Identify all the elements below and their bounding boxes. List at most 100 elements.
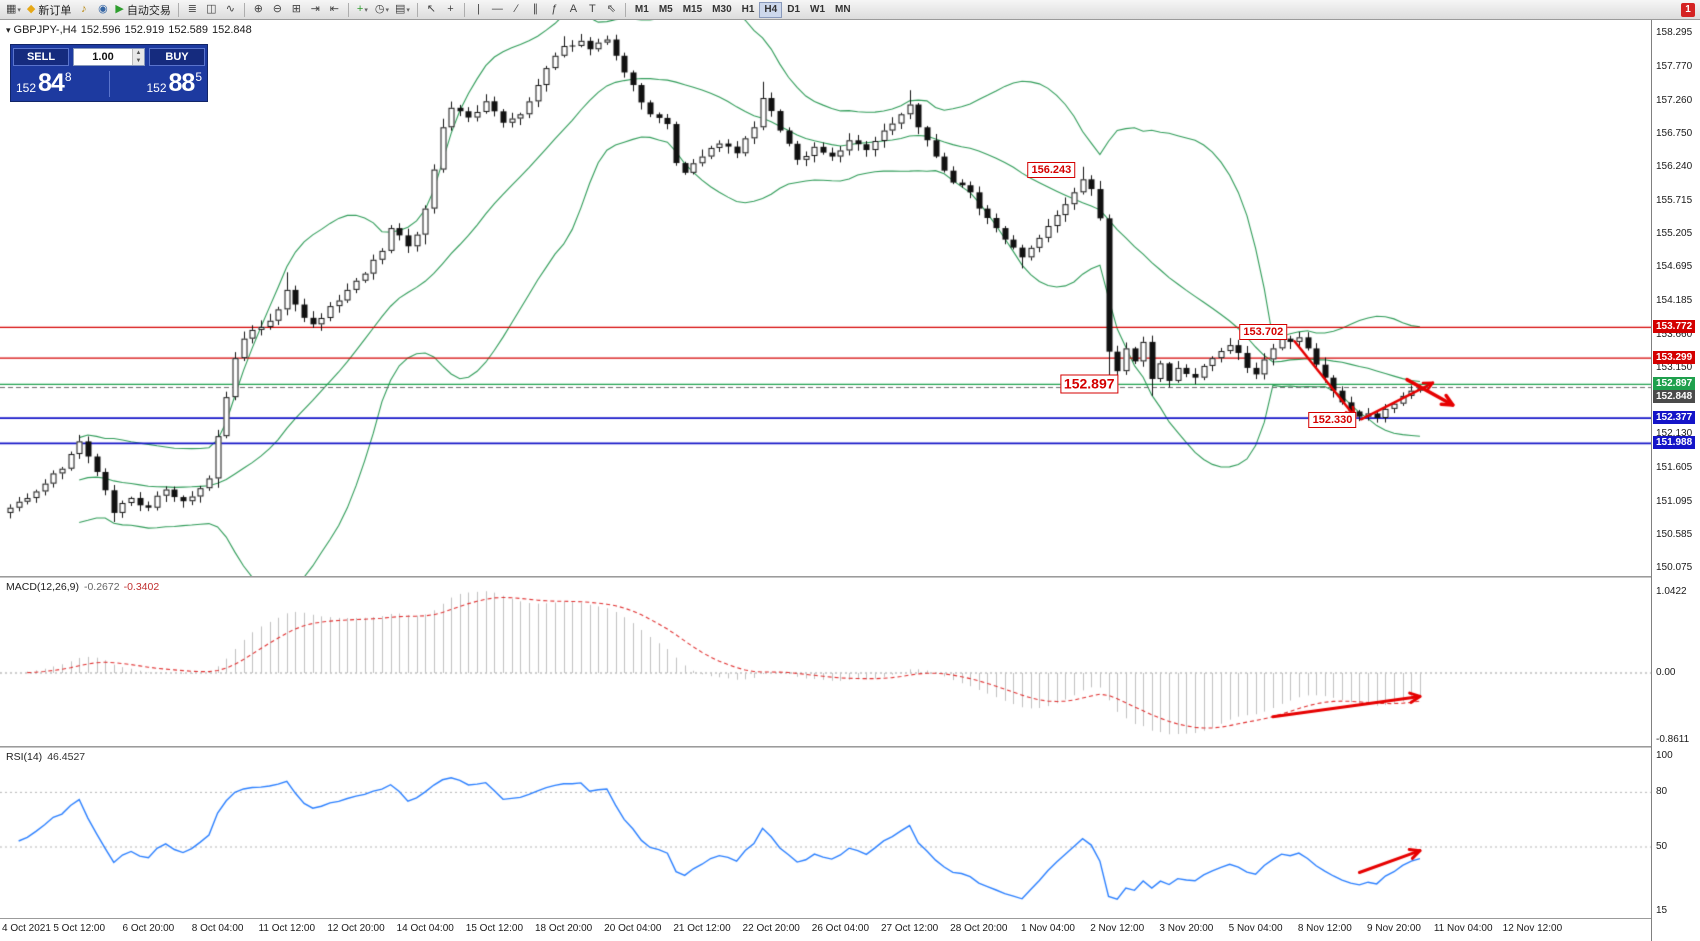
rsi-pane-canvas[interactable] [0,748,1651,918]
timeframe-d1-button[interactable]: D1 [787,4,801,15]
buy-price-button[interactable]: 152 88 5 [110,69,208,98]
chevron-down-icon: ▾ [385,6,389,14]
sell-price-button[interactable]: 152 84 8 [11,69,109,98]
price-line-marker[interactable]: 151.988 [1653,436,1696,450]
periods-button[interactable]: ◷ ▾ [372,1,392,18]
tile-windows-icon: ⊞ [291,3,301,15]
line-chart-button[interactable]: ∿ [221,1,240,18]
trendline-button[interactable]: ∕ [507,1,526,18]
timeframe-m30-button[interactable]: M30 [712,4,732,15]
toolbar-separator [347,2,349,17]
vertical-line-button[interactable]: | [469,1,488,18]
volume-down-icon[interactable]: ▼ [133,56,144,65]
timeframe-h4-button[interactable]: H4 [759,1,783,18]
one-click-collapse-icon[interactable]: ▾ [6,25,11,35]
fibonacci-icon: ƒ [551,3,558,15]
chart-shift-button[interactable]: ⇤ [325,1,344,18]
sound-alerts-button[interactable]: ♪ [74,1,93,18]
tile-windows-button[interactable]: ⊞ [287,1,306,18]
timeframe-h1-button[interactable]: H1 [741,4,755,15]
ohlc-close: 152.848 [212,24,252,36]
time-tick-label: 28 Oct 20:00 [950,923,1008,934]
timeframe-w1-button[interactable]: W1 [810,4,826,15]
chart-ohlc-header: ▾ GBPJPY-,H4 152.596 152.919 152.589 152.848 [6,24,256,36]
time-tick-label: 22 Oct 20:00 [742,923,800,934]
candlestick-chart-button[interactable]: ◫ [202,1,221,18]
price-line-marker[interactable]: 153.772 [1653,320,1696,334]
zoom-out-button[interactable]: ⊖ [268,1,287,18]
rsi-tick-label: 15 [1656,904,1668,916]
zoom-in-button[interactable]: ⊕ [249,1,268,18]
rsi-tick-label: 50 [1656,841,1668,852]
equidistant-channel-button[interactable]: ∥ [526,1,545,18]
text-button[interactable]: A [564,1,583,18]
volume-field[interactable]: 1.00 ▲ ▼ [73,47,145,66]
auto-trading-button[interactable]: ▶ 自动交易 [112,1,173,18]
bar-chart-button[interactable]: ≣ [183,1,202,18]
crosshair-button[interactable]: + [441,1,460,18]
new-order-button[interactable]: ◆ 新订单 [24,1,74,18]
cursor-button[interactable]: ↖ [422,1,441,18]
text-label-button[interactable]: T [583,1,602,18]
time-tick-label: 5 Oct 12:00 [53,923,106,934]
price-line-marker[interactable]: 152.897 [1653,377,1696,391]
toolbar-separator [416,2,418,17]
macd-pane-canvas[interactable] [0,578,1651,746]
price-tick-label: 157.260 [1656,94,1693,106]
auto-scroll-button[interactable]: ⇥ [306,1,325,18]
price-annotation[interactable]: 152.897 [1059,374,1119,394]
price-annotation[interactable]: 156.243 [1027,161,1076,178]
price-tick-label: 150.075 [1656,561,1693,573]
notification-badge[interactable]: 1 [1681,2,1695,17]
sell-button[interactable]: SELL [13,47,69,66]
trendline-icon: ∕ [515,3,518,15]
timeframe-mn-button[interactable]: MN [835,4,851,15]
periods-icon: ◷ [374,3,385,15]
price-chart-canvas[interactable] [0,20,1651,576]
fibonacci-button[interactable]: ƒ [545,1,564,18]
timeframe-m1-button[interactable]: M1 [634,4,649,15]
price-annotation[interactable]: 152.330 [1308,411,1357,428]
time-tick-label: 12 Oct 20:00 [327,923,385,934]
indicators-button[interactable]: + ▾ [353,1,372,18]
rsi-indicator-label: RSI(14) 46.4527 [6,751,85,763]
pane-separator-rsi[interactable] [0,746,1700,748]
new-chart-button[interactable]: ▦ ▾ [3,1,24,18]
one-click-trading-panel: SELL 1.00 ▲ ▼ BUY 152 84 8 152 88 5 [10,44,208,102]
price-axis[interactable]: 158.295 157.770 157.260 156.750 156.240 155.7… [1651,20,1700,941]
ohlc-high: 152.919 [124,24,165,36]
time-tick-label: 27 Oct 12:00 [880,923,939,934]
horizontal-line-button[interactable]: ― [488,1,507,18]
time-tick-label: 8 Nov 12:00 [1297,923,1352,934]
rsi-current-value: 46.4527 [47,751,86,763]
timeframe-m5-button[interactable]: M5 [658,4,673,15]
time-axis[interactable]: 4 Oct 2021 5 Oct 12:00 6 Oct 20:00 8 Oct 04… [0,918,1651,941]
time-tick-label: 1 Nov 04:00 [1021,923,1075,934]
sound-alerts-icon: ♪ [81,3,87,15]
timeframe-m15-button[interactable]: M15 [682,4,703,15]
candlestick-chart-icon: ◫ [206,3,217,15]
volume-spinner[interactable]: ▲ ▼ [132,48,144,65]
price-tick-label: 153.660 [1656,328,1693,340]
price-line-marker[interactable]: 152.377 [1653,411,1696,425]
arrows-button[interactable]: ⇖ [602,1,621,18]
templates-button[interactable]: ▤ ▾ [392,1,413,18]
buy-button[interactable]: BUY [149,47,205,66]
pane-separator-macd[interactable] [0,576,1700,578]
price-annotation[interactable]: 153.702 [1239,324,1288,340]
auto-trading-icon: ▶ [115,3,124,15]
price-tick-label: 154.695 [1656,261,1693,273]
time-tick-label: 6 Oct 20:00 [122,923,175,934]
price-line-marker[interactable]: 152.848 [1653,390,1696,404]
horizontal-line-icon: ― [491,3,503,15]
volume-up-icon[interactable]: ▲ [133,48,144,57]
market-news-button[interactable]: ◉ [93,1,112,18]
bid-pips: 84 [38,69,65,97]
price-tick-label: 154.185 [1656,294,1693,306]
toolbar-separator [243,2,245,17]
ask-point: 5 [195,69,202,84]
toolbar-separator [624,2,626,17]
volume-value[interactable]: 1.00 [92,50,114,63]
price-line-marker[interactable]: 153.299 [1653,351,1696,365]
